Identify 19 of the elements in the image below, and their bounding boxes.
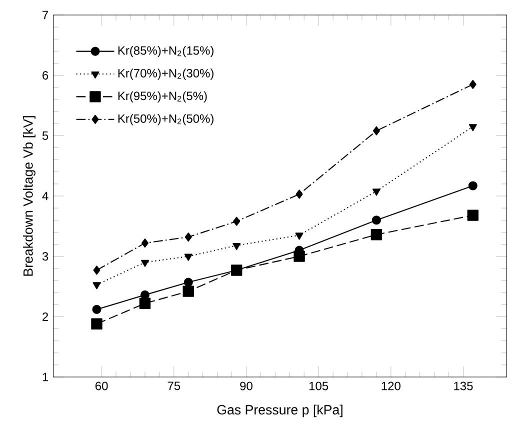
legend-label: Kr(85%)+N$_{2}$(15%): [118, 46, 214, 58]
x-tick-label: 120: [382, 382, 400, 390]
x-tick-label: 105: [309, 382, 328, 390]
y-tick-label: 7: [42, 10, 48, 20]
y-tick-label: 4: [42, 192, 48, 200]
legend-label: Kr(95%)+N$_{2}$(5%): [118, 91, 207, 103]
x-tick-label: 135: [454, 382, 473, 390]
legend-label: Kr(50%)+N$_{2}$(50%): [118, 114, 214, 126]
y-tick-label: 2: [42, 312, 48, 321]
y-tick-label: 1: [42, 372, 48, 382]
y-tick-label: 5: [42, 131, 48, 140]
x-tick-label: 75: [168, 382, 180, 390]
y-tick-label: 3: [42, 252, 48, 261]
legend-label: Kr(70%)+N$_{2}$(30%): [118, 68, 214, 80]
y-axis-title: Breakdown Voltage Vb [kV]: [23, 116, 36, 276]
x-axis-title: Gas Pressure p [kPa]: [217, 404, 342, 418]
x-tick-label: 60: [95, 382, 108, 390]
x-tick-label: 90: [240, 382, 252, 390]
y-tick-label: 6: [42, 71, 48, 80]
